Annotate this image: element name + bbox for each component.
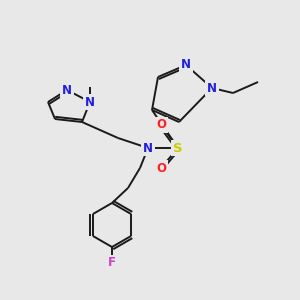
Text: N: N [143,142,153,154]
Text: S: S [173,142,183,154]
Text: O: O [156,118,166,131]
Text: N: N [62,83,72,97]
Text: F: F [108,256,116,269]
Text: N: N [207,82,217,94]
Text: O: O [156,161,166,175]
Text: N: N [85,95,95,109]
Text: N: N [181,58,191,71]
